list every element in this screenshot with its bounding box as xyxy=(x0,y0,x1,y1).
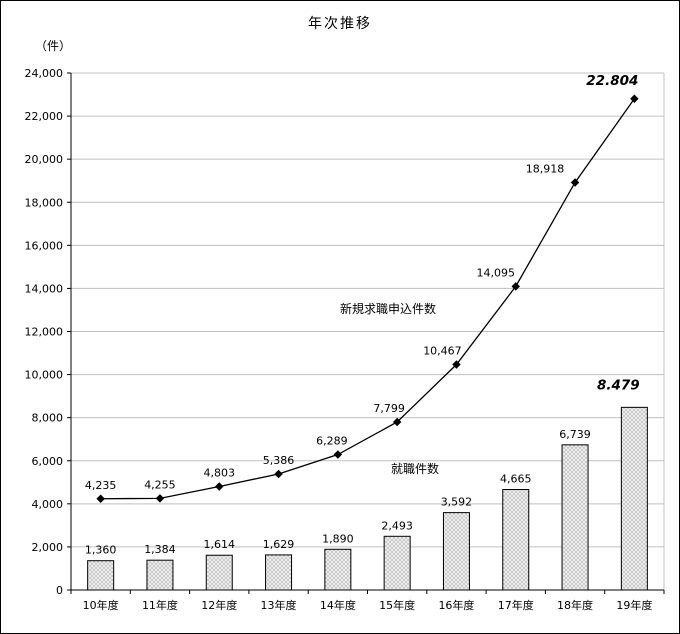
bar xyxy=(442,512,470,591)
svg-text:1,629: 1,629 xyxy=(263,538,295,551)
svg-text:14,095: 14,095 xyxy=(477,266,516,279)
svg-text:就職件数: 就職件数 xyxy=(391,461,439,476)
chart-title: 年次推移 xyxy=(308,16,372,32)
bar xyxy=(324,548,352,591)
svg-text:22,000: 22,000 xyxy=(25,110,64,123)
svg-text:8,000: 8,000 xyxy=(32,412,64,425)
bar xyxy=(383,535,411,591)
svg-text:15年度: 15年度 xyxy=(379,598,415,612)
svg-text:1,360: 1,360 xyxy=(85,544,117,557)
line-series xyxy=(96,94,639,504)
svg-text:12年度: 12年度 xyxy=(201,598,237,612)
svg-text:13年度: 13年度 xyxy=(261,598,297,612)
svg-text:8.479: 8.479 xyxy=(597,377,640,393)
y-axis-unit-label: （件） xyxy=(35,39,72,53)
x-axis-labels: 10年度 11年度 12年度 13年度 14年度 15年度 16年度 17年度 18年度 19年度 xyxy=(83,598,653,612)
diamond-marker xyxy=(96,494,105,504)
svg-text:5,386: 5,386 xyxy=(263,454,295,467)
svg-text:0: 0 xyxy=(56,584,63,597)
svg-text:7,799: 7,799 xyxy=(373,402,405,415)
svg-text:10,000: 10,000 xyxy=(25,369,64,382)
bar-series xyxy=(87,406,648,591)
bar xyxy=(146,559,174,591)
line-data-labels: 4,235 4,255 4,803 5,386 6,289 7,799 10,467 14,0… xyxy=(85,73,639,492)
diamond-marker xyxy=(452,360,461,369)
bar xyxy=(561,444,589,591)
svg-text:新規求職申込件数: 新規求職申込件数 xyxy=(340,301,436,316)
diamond-marker xyxy=(333,450,343,459)
diamond-marker xyxy=(630,94,639,104)
svg-text:4,000: 4,000 xyxy=(32,498,64,511)
bar xyxy=(87,560,115,591)
svg-text:6,289: 6,289 xyxy=(316,435,348,448)
svg-text:12,000: 12,000 xyxy=(25,326,64,339)
svg-text:4,803: 4,803 xyxy=(204,467,236,480)
svg-text:4,235: 4,235 xyxy=(85,479,117,492)
bar xyxy=(620,406,648,591)
svg-text:2,000: 2,000 xyxy=(32,541,64,554)
svg-text:11年度: 11年度 xyxy=(142,598,178,612)
bar xyxy=(205,554,233,591)
svg-text:1,890: 1,890 xyxy=(322,532,354,545)
svg-text:1,614: 1,614 xyxy=(204,538,236,551)
bar xyxy=(502,489,530,591)
bar xyxy=(265,554,293,591)
svg-text:18年度: 18年度 xyxy=(557,598,593,612)
diamond-marker xyxy=(570,178,580,187)
y-axis-ticks: 0 2,000 4,000 6,000 8,000 10,000 12,000 14,000 1… xyxy=(25,67,71,597)
svg-text:4,665: 4,665 xyxy=(500,473,532,486)
svg-text:6,739: 6,739 xyxy=(559,428,591,441)
svg-text:10,467: 10,467 xyxy=(423,345,462,358)
svg-text:14,000: 14,000 xyxy=(25,282,64,295)
svg-text:4,255: 4,255 xyxy=(144,478,176,491)
svg-text:19年度: 19年度 xyxy=(616,598,652,612)
svg-text:24,000: 24,000 xyxy=(25,67,64,80)
diamond-marker xyxy=(392,417,402,427)
svg-text:10年度: 10年度 xyxy=(83,598,119,612)
svg-text:6,000: 6,000 xyxy=(32,455,64,468)
bar-data-labels: 1,360 1,384 1,614 1,629 1,890 2,493 3,592 4,665… xyxy=(85,377,640,556)
diamond-marker xyxy=(274,469,283,479)
svg-text:17年度: 17年度 xyxy=(498,598,534,612)
diamond-marker xyxy=(215,482,224,491)
svg-text:18,000: 18,000 xyxy=(25,196,64,209)
diamond-marker xyxy=(155,494,165,503)
svg-text:22.804: 22.804 xyxy=(586,73,638,89)
svg-text:2,493: 2,493 xyxy=(381,519,413,532)
svg-text:18,918: 18,918 xyxy=(526,162,565,175)
svg-text:20,000: 20,000 xyxy=(25,153,64,166)
svg-text:1,384: 1,384 xyxy=(144,543,176,556)
svg-text:3,592: 3,592 xyxy=(441,496,473,509)
svg-text:16,000: 16,000 xyxy=(25,239,64,252)
svg-text:16年度: 16年度 xyxy=(438,598,474,612)
svg-text:14年度: 14年度 xyxy=(320,598,356,612)
